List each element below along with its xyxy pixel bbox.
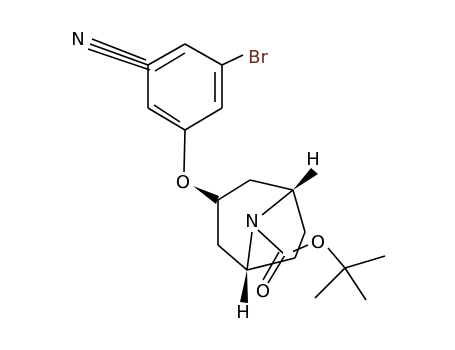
atom-label: O bbox=[176, 172, 190, 193]
atom-label: N bbox=[245, 211, 258, 232]
atom-label: Br bbox=[248, 47, 268, 68]
atom-label: O bbox=[311, 232, 325, 253]
atom-label: H bbox=[306, 149, 320, 170]
atom-label: O bbox=[256, 281, 270, 302]
atom-label: N bbox=[71, 29, 84, 50]
bonds bbox=[87, 38, 386, 303]
atom-label: H bbox=[236, 302, 250, 323]
